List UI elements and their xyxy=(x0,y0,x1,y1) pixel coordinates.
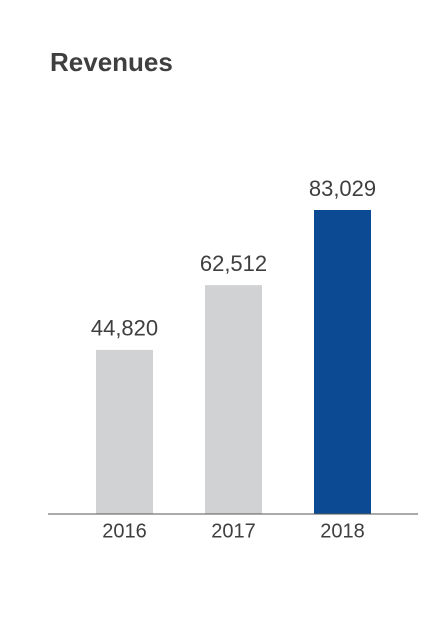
value-label: 83,029 xyxy=(309,176,376,201)
value-label: 62,512 xyxy=(200,251,267,276)
x-tick-label: 2017 xyxy=(211,520,256,542)
chart-title: Revenues xyxy=(50,47,173,77)
bar xyxy=(96,349,153,514)
value-label: 44,820 xyxy=(91,316,158,341)
x-tick-label: 2016 xyxy=(102,520,147,542)
x-tick-label: 2018 xyxy=(320,520,365,542)
bar xyxy=(314,210,371,514)
bar xyxy=(205,285,262,514)
